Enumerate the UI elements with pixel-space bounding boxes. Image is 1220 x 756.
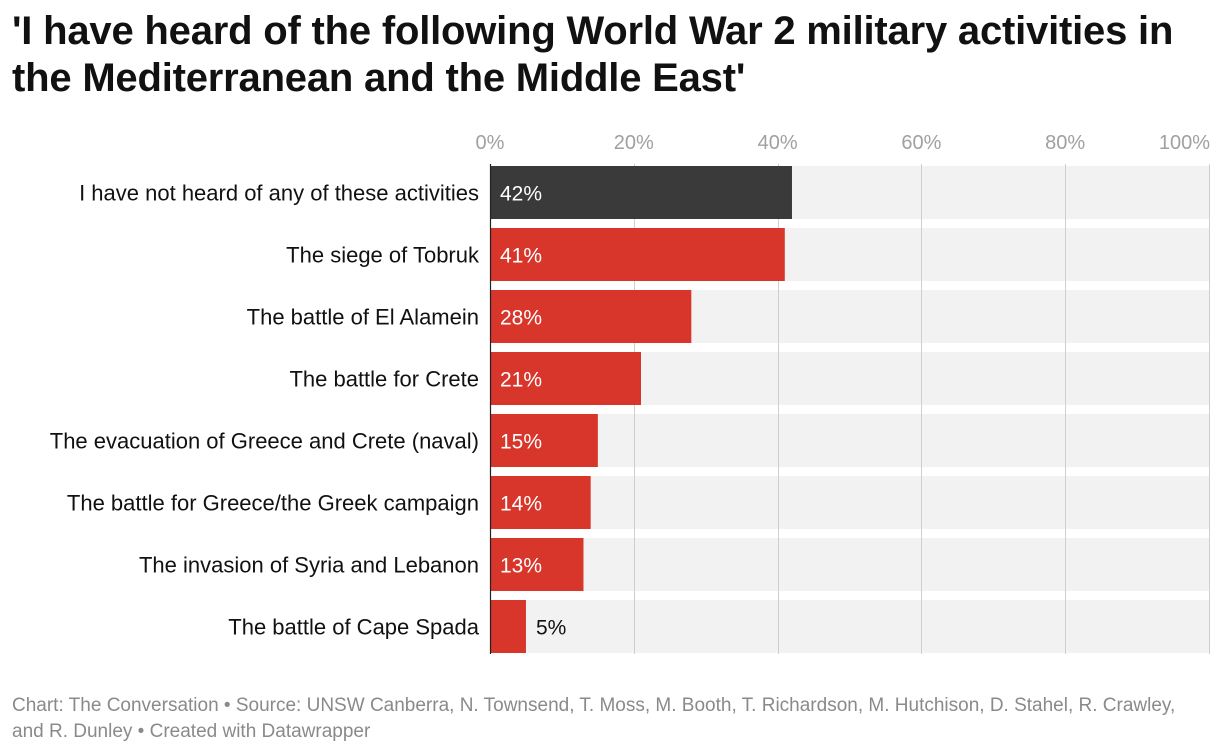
category-label: The evacuation of Greece and Crete (nava… — [50, 429, 479, 454]
x-tick-label: 40% — [758, 132, 798, 154]
bar — [490, 352, 641, 405]
bar — [490, 228, 785, 281]
bar-tracks — [490, 166, 1209, 653]
bar — [490, 290, 692, 343]
bar-track — [490, 538, 1209, 591]
x-tick-label: 0% — [476, 132, 505, 154]
category-label: The battle for Greece/the Greek campaign — [67, 491, 479, 516]
value-label: 5% — [536, 617, 566, 640]
category-label: The battle of Cape Spada — [228, 615, 479, 640]
value-labels: 42% 41% 28% 21% 15% 14% 13% 5% — [500, 183, 566, 640]
category-label: The invasion of Syria and Lebanon — [139, 553, 479, 578]
bar-track — [490, 600, 1209, 653]
value-label: 28% — [500, 307, 542, 330]
value-label: 15% — [500, 431, 542, 454]
value-label: 13% — [500, 555, 542, 578]
x-tick-label: 100% — [1159, 132, 1210, 154]
value-label: 41% — [500, 245, 542, 268]
x-tick-label: 20% — [614, 132, 654, 154]
bar-chart: 0% 20% 40% 60% 80% 100% I have not heard of a… — [50, 132, 1211, 654]
x-axis: 0% 20% 40% 60% 80% 100% — [476, 132, 1211, 154]
value-label: 21% — [500, 369, 542, 392]
category-label: The battle of El Alamein — [247, 305, 479, 330]
bar — [490, 414, 598, 467]
bar-track — [490, 414, 1209, 467]
value-label: 42% — [500, 183, 542, 206]
bar-track — [490, 476, 1209, 529]
category-label: The siege of Tobruk — [286, 243, 480, 268]
bar — [490, 538, 584, 591]
category-label: I have not heard of any of these activit… — [79, 181, 479, 206]
bar — [490, 476, 591, 529]
value-label: 14% — [500, 493, 542, 516]
chart-title: 'I have heard of the following World War… — [12, 9, 1174, 100]
x-tick-label: 60% — [901, 132, 941, 154]
bar — [490, 600, 526, 653]
category-labels: I have not heard of any of these activit… — [50, 181, 480, 640]
x-tick-label: 80% — [1045, 132, 1085, 154]
bars — [490, 166, 792, 653]
bar — [490, 166, 792, 219]
chart-footer: Chart: The Conversation • Source: UNSW C… — [12, 695, 1176, 742]
category-label: The battle for Crete — [289, 367, 479, 392]
